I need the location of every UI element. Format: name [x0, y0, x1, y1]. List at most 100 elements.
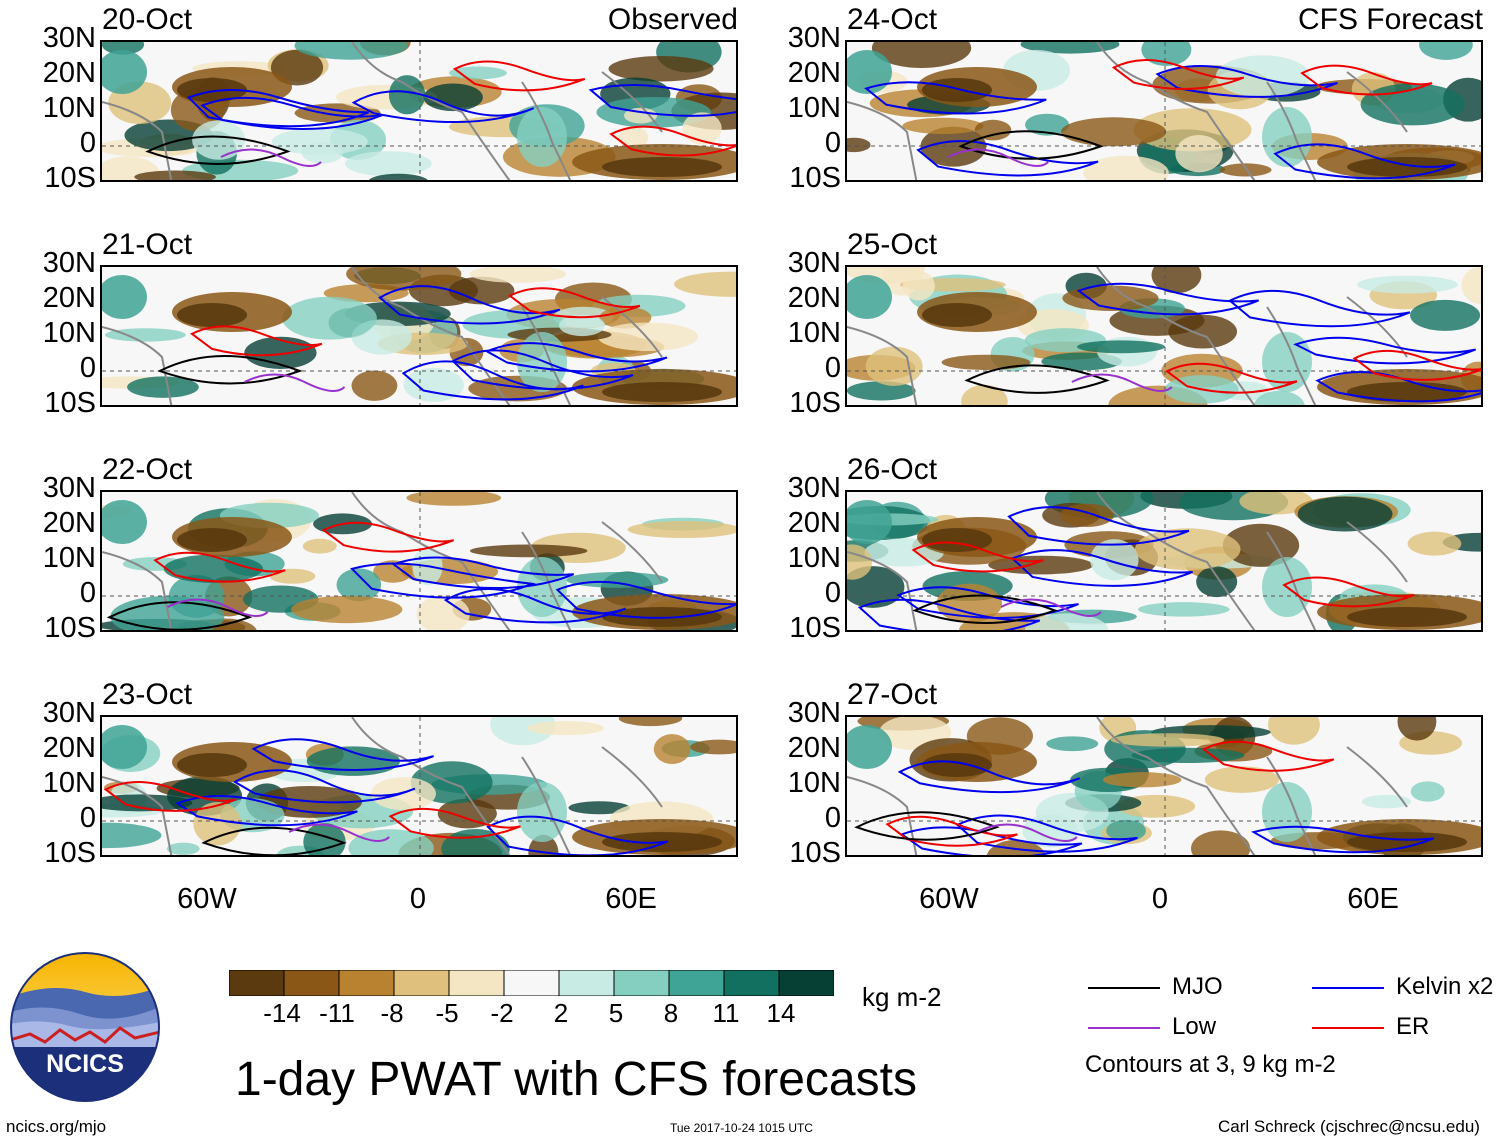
- pwat-field: [102, 267, 736, 405]
- colorbar-label-5: 2: [553, 998, 569, 1028]
- lat-tick-20n: 20N: [787, 732, 841, 764]
- lat-tick-10n: 10N: [42, 542, 96, 574]
- lon-tick-left-60w: 60W: [177, 883, 237, 915]
- lat-tick-10s: 10S: [789, 612, 841, 644]
- lat-tick-20n: 20N: [42, 732, 96, 764]
- colorbar-label-9: 14: [766, 998, 796, 1028]
- lat-tick-30n: 30N: [42, 697, 96, 729]
- lon-tick-right-0: 0: [1151, 883, 1169, 915]
- colorbar-label-1: -11: [319, 998, 355, 1028]
- colorbar-label-6: 5: [608, 998, 624, 1028]
- lat-tick-20n: 20N: [42, 507, 96, 539]
- lat-tick-10s: 10S: [789, 387, 841, 419]
- legend-label-kelvin-x2: Kelvin x2: [1396, 973, 1494, 1000]
- colorbar-swatch-1: [283, 969, 340, 997]
- map-panel-24-oct: [845, 40, 1483, 182]
- panel-date-21-oct: 21-Oct: [102, 228, 193, 261]
- legend-label-low: Low: [1172, 1013, 1217, 1040]
- colorbar-swatch-5: [503, 969, 560, 997]
- pwat-field: [847, 717, 1481, 855]
- lat-tick-30n: 30N: [787, 472, 841, 504]
- lat-tick-0: 0: [79, 352, 96, 384]
- panel-date-24-oct: 24-Oct: [847, 3, 938, 36]
- logo-text: NCICS: [46, 1050, 124, 1078]
- colorbar-swatch-9: [723, 969, 780, 997]
- website-link[interactable]: ncics.org/mjo: [6, 1117, 107, 1136]
- map-panel-26-oct: [845, 490, 1483, 632]
- lat-tick-30n: 30N: [787, 22, 841, 54]
- panel-date-26-oct: 26-Oct: [847, 453, 938, 486]
- legend-label-mjo: MJO: [1172, 973, 1223, 1000]
- legend-line-er: [1312, 1027, 1384, 1029]
- timestamp: Tue 2017-10-24 1015 UTC: [670, 1121, 813, 1135]
- pwat-field: [847, 492, 1481, 630]
- lat-tick-20n: 20N: [42, 282, 96, 314]
- lat-tick-0: 0: [824, 127, 841, 159]
- panel-date-22-oct: 22-Oct: [102, 453, 193, 486]
- panel-date-20-oct: 20-Oct: [102, 3, 193, 36]
- lat-tick-10n: 10N: [787, 92, 841, 124]
- lat-tick-10s: 10S: [44, 837, 96, 869]
- pwat-field: [847, 267, 1481, 405]
- colorbar-label-3: -5: [435, 998, 459, 1028]
- lon-tick-left-0: 0: [409, 883, 427, 915]
- colorbar-swatch-3: [393, 969, 450, 997]
- lat-tick-10s: 10S: [44, 387, 96, 419]
- lat-tick-10s: 10S: [789, 162, 841, 194]
- lat-tick-10n: 10N: [787, 542, 841, 574]
- credit: Carl Schreck (cjschrec@ncsu.edu): [1218, 1117, 1480, 1136]
- pwat-field: [847, 42, 1481, 180]
- lon-tick-right-60w: 60W: [919, 883, 979, 915]
- lat-tick-0: 0: [824, 352, 841, 384]
- forecast-label: CFS Forecast: [1297, 3, 1483, 36]
- lat-tick-0: 0: [79, 577, 96, 609]
- lat-tick-10n: 10N: [42, 767, 96, 799]
- lat-tick-10n: 10N: [787, 767, 841, 799]
- lat-tick-0: 0: [79, 127, 96, 159]
- colorbar-label-7: 8: [663, 998, 679, 1028]
- lat-tick-20n: 20N: [787, 57, 841, 89]
- map-panel-23-oct: [100, 715, 738, 857]
- pwat-field: [102, 492, 736, 630]
- lat-tick-20n: 20N: [787, 282, 841, 314]
- units-label: kg m-2: [862, 982, 942, 1012]
- contour-note: Contours at 3, 9 kg m-2: [1085, 1051, 1336, 1078]
- lat-tick-30n: 30N: [787, 247, 841, 279]
- lon-tick-right-60e: 60E: [1347, 883, 1399, 915]
- colorbar-swatch-8: [668, 969, 725, 997]
- legend-line-kelvin-x2: [1312, 987, 1384, 989]
- legend-line-mjo: [1088, 987, 1160, 989]
- colorbar-swatch-10: [778, 969, 835, 997]
- lat-tick-10s: 10S: [44, 612, 96, 644]
- colorbar-swatch-0: [228, 969, 285, 997]
- lat-tick-30n: 30N: [42, 472, 96, 504]
- map-panel-25-oct: [845, 265, 1483, 407]
- panel-date-27-oct: 27-Oct: [847, 678, 938, 711]
- lat-tick-10s: 10S: [789, 837, 841, 869]
- observed-label: Observed: [607, 3, 738, 36]
- lat-tick-10n: 10N: [42, 317, 96, 349]
- map-panel-21-oct: [100, 265, 738, 407]
- colorbar: [228, 969, 835, 997]
- colorbar-swatch-2: [338, 969, 395, 997]
- lat-tick-0: 0: [79, 802, 96, 834]
- map-panel-27-oct: [845, 715, 1483, 857]
- map-panel-22-oct: [100, 490, 738, 632]
- colorbar-label-2: -8: [380, 998, 404, 1028]
- lat-tick-30n: 30N: [787, 697, 841, 729]
- lat-tick-20n: 20N: [787, 507, 841, 539]
- colorbar-label-0: -14: [263, 998, 301, 1028]
- pwat-field: [102, 42, 736, 180]
- colorbar-swatch-7: [613, 969, 670, 997]
- panel-date-23-oct: 23-Oct: [102, 678, 193, 711]
- map-panel-20-oct: [100, 40, 738, 182]
- colorbar-swatch-6: [558, 969, 615, 997]
- colorbar-swatch-4: [448, 969, 505, 997]
- lat-tick-0: 0: [824, 802, 841, 834]
- pwat-field: [102, 717, 736, 855]
- lat-tick-30n: 30N: [42, 247, 96, 279]
- colorbar-label-4: -2: [490, 998, 514, 1028]
- figure-title: 1-day PWAT with CFS forecasts: [235, 1053, 917, 1106]
- lon-tick-left-60e: 60E: [605, 883, 657, 915]
- lat-tick-20n: 20N: [42, 57, 96, 89]
